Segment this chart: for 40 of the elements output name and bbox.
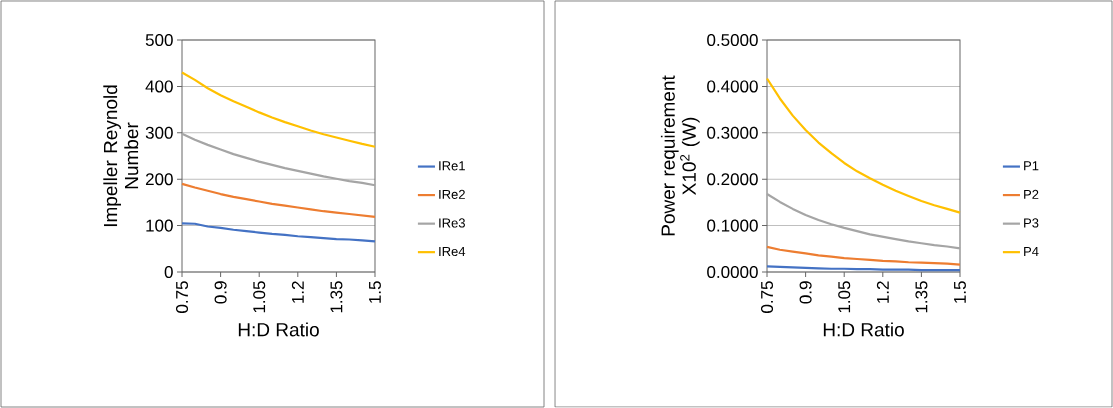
x-tick-label: 0.75	[175, 281, 189, 313]
line-series	[765, 77, 962, 214]
legend-label: P3	[1024, 218, 1039, 228]
y-tick-label: 100	[146, 219, 173, 232]
x-tick-label: 1.2	[876, 281, 889, 303]
legend-label: P2	[1024, 189, 1039, 199]
y-axis-title: Impeller Reynold Number	[103, 85, 139, 227]
line-series	[180, 222, 377, 243]
y-tick-label: 400	[145, 80, 173, 93]
y-tick-label: 0.3000	[707, 126, 758, 139]
x-tick-label: 0.9	[214, 281, 227, 304]
legend-label: P1	[1024, 161, 1039, 171]
x-tick-label: 0.9	[799, 281, 812, 304]
x-tick-label: 1.35	[330, 281, 343, 313]
y-tick-label: 0.2000	[707, 173, 758, 186]
legend-label: IRe3	[439, 218, 465, 228]
line-series	[180, 132, 377, 187]
x-tick-label: 1.2	[291, 281, 304, 303]
x-axis-title: H:D Ratio	[823, 322, 904, 337]
x-tick-label: 1.35	[915, 281, 928, 313]
x-tick-label: 1.05	[253, 281, 266, 313]
line-series	[180, 71, 377, 148]
y-tick-label: 0	[164, 265, 173, 279]
x-tick-label: 1.05	[838, 281, 851, 313]
y-tick-label: 0.4000	[707, 80, 758, 93]
y-tick-label: 500	[145, 33, 173, 47]
legend-label: IRe4	[439, 246, 466, 257]
x-tick-label: 1.5	[369, 281, 381, 303]
x-tick-label: 1.5	[954, 281, 966, 303]
x-tick-label: 0.75	[760, 281, 774, 313]
y-tick-label: 300	[145, 126, 173, 139]
legend-label: IRe1	[439, 161, 465, 171]
x-axis-title: H:D Ratio	[238, 322, 319, 337]
y-tick-label: 0.1000	[707, 219, 758, 232]
y-tick-label: 200	[145, 173, 173, 186]
legend-label: IRe2	[439, 189, 465, 199]
y-tick-label: 0.0000	[707, 265, 758, 279]
y-tick-label: 0.5000	[707, 33, 758, 47]
line-series	[765, 245, 962, 266]
legend-label: P4	[1024, 246, 1039, 256]
